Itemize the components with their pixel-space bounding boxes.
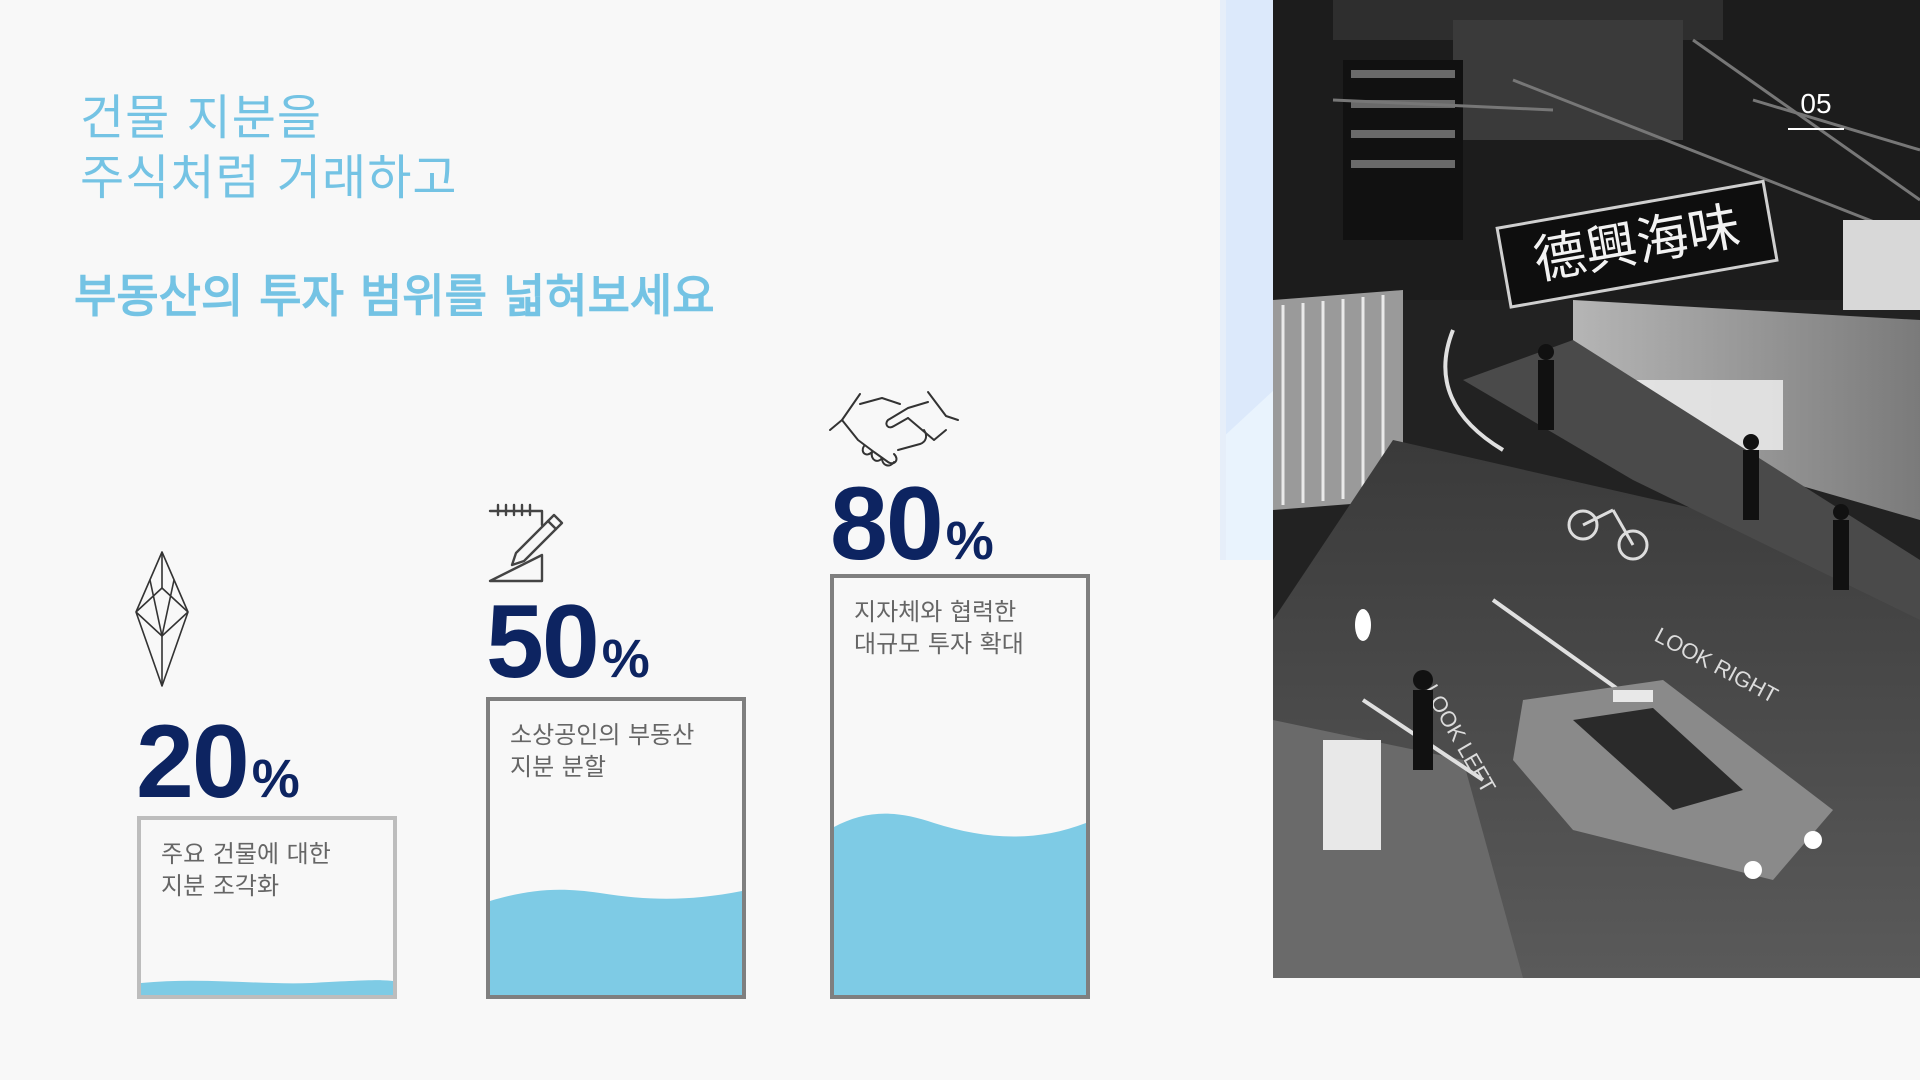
title-line-1: 건물 지분을 [80, 90, 323, 146]
stat-card-50: 소상공인의 부동산 지분 분할 [486, 697, 746, 999]
cyclist [1567, 508, 1649, 561]
notepad-pencil-icon [484, 503, 568, 583]
decorative-blue-strip [1220, 0, 1274, 560]
wave-fill [141, 980, 393, 995]
wave-fill [834, 813, 1086, 995]
diamond-icon [128, 550, 196, 688]
street-photo-illustration: 德興海味 LOOK RIGHT LOOK LEFT [1273, 0, 1920, 978]
stat-percent-sign: % [601, 629, 650, 689]
stat-card-label: 주요 건물에 대한 지분 조각화 [161, 840, 331, 900]
page-number: 05 [1788, 88, 1844, 130]
taxi [1513, 680, 1833, 880]
street-photo: 德興海味 LOOK RIGHT LOOK LEFT [1273, 0, 1920, 978]
stat-number: 50 [486, 584, 600, 700]
stat-value-50: 50% [486, 590, 650, 694]
stat-percent-sign: % [251, 749, 300, 809]
stat-percent-sign: % [945, 511, 994, 571]
title: 건물 지분을 주식처럼 거래하고 [80, 88, 458, 208]
stat-number: 80 [830, 466, 944, 582]
stat-value-80: 80% [830, 472, 994, 576]
stat-number: 20 [136, 704, 250, 820]
stat-card-label: 지자체와 협력한 대규모 투자 확대 [854, 598, 1024, 658]
handshake-icon [828, 390, 960, 468]
stat-card-80: 지자체와 협력한 대규모 투자 확대 [830, 574, 1090, 999]
title-line-2: 주식처럼 거래하고 [80, 150, 458, 206]
stat-card-20: 주요 건물에 대한 지분 조각화 [137, 816, 397, 999]
stat-value-20: 20% [136, 710, 300, 814]
stat-card-label: 소상공인의 부동산 지분 분할 [510, 721, 695, 781]
subtitle: 부동산의 투자 범위를 넓혀보세요 [74, 269, 715, 323]
wave-fill [490, 889, 742, 995]
